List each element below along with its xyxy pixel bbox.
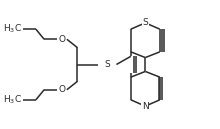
Text: S: S (142, 18, 148, 27)
Text: H$_3$C: H$_3$C (3, 94, 22, 106)
Text: S: S (104, 60, 110, 69)
Text: O: O (58, 35, 65, 44)
Text: H$_3$C: H$_3$C (3, 23, 22, 35)
Text: N: N (142, 102, 149, 111)
Text: O: O (58, 85, 65, 94)
